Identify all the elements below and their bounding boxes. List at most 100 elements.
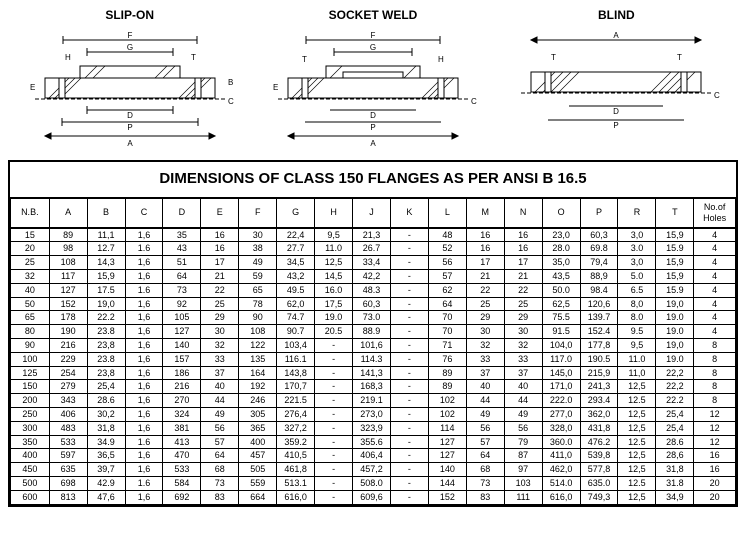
table-cell: 43,5 [542, 269, 580, 283]
table-cell: 355.6 [353, 435, 391, 449]
table-cell: 597 [49, 449, 87, 463]
svg-text:D: D [370, 111, 376, 120]
col-header: No.ofHoles [694, 199, 736, 228]
table-cell: 4 [694, 269, 736, 283]
table-cell: 219.1 [353, 394, 391, 408]
table-cell: 215,9 [580, 366, 618, 380]
table-cell: 34.9 [87, 435, 125, 449]
table-row: 209812.71.643163827.711.026.7-52161628.0… [11, 242, 736, 256]
table-cell: 56 [466, 421, 504, 435]
table-cell: 36,5 [87, 449, 125, 463]
table-cell: 21,3 [353, 228, 391, 242]
table-body: 158911,11,635163022,49,521,3-48161623,06… [11, 228, 736, 504]
col-header: K [390, 199, 428, 228]
table-cell: 12 [694, 421, 736, 435]
table-cell: 12,5 [618, 449, 656, 463]
table-cell: 25,4 [87, 380, 125, 394]
flange-table: N.B.ABCDEFGHJKLMNOPRTNo.ofHoles 158911,1… [10, 198, 736, 505]
table-cell: - [390, 380, 428, 394]
table-cell: 609,6 [353, 490, 391, 504]
svg-text:P: P [370, 123, 375, 132]
svg-text:H: H [438, 55, 444, 64]
table-cell: - [315, 490, 353, 504]
table-cell: 56 [428, 256, 466, 270]
table-cell: 75.5 [542, 311, 580, 325]
table-cell: 70 [428, 325, 466, 339]
table-cell: 400 [239, 435, 277, 449]
table-cell: 1.6 [125, 435, 163, 449]
table-cell: 52 [428, 242, 466, 256]
table-cell: 1,6 [125, 228, 163, 242]
table-cell: 16 [694, 463, 736, 477]
table-cell: 1,6 [125, 449, 163, 463]
table-cell: 4 [694, 256, 736, 270]
table-cell: - [390, 449, 428, 463]
table-cell: 177,8 [580, 338, 618, 352]
table-cell: 49 [504, 407, 542, 421]
svg-text:D: D [127, 111, 133, 120]
table-cell: - [390, 476, 428, 490]
table-cell: 25 [201, 297, 239, 311]
table-cell: 83 [201, 490, 239, 504]
table-cell: 692 [163, 490, 201, 504]
table-cell: 21 [201, 269, 239, 283]
table-cell: 1,6 [125, 421, 163, 435]
table-cell: 216 [49, 338, 87, 352]
table-cell: 102 [428, 394, 466, 408]
table-row: 3211715,91,664215943,214,542,2-57212143,… [11, 269, 736, 283]
table-cell: 250 [11, 407, 50, 421]
table-cell: 8 [694, 352, 736, 366]
table-cell: 19,0 [656, 297, 694, 311]
table-cell: 300 [11, 421, 50, 435]
table-cell: - [390, 394, 428, 408]
table-cell: 1,6 [125, 338, 163, 352]
table-cell: 35,0 [542, 256, 580, 270]
table-cell: 139.7 [580, 311, 618, 325]
table-cell: - [315, 338, 353, 352]
table-cell: 59 [239, 269, 277, 283]
table-cell: 15,9 [656, 228, 694, 242]
table-cell: 16 [466, 242, 504, 256]
table-cell: 40 [466, 380, 504, 394]
table-cell: 30 [239, 228, 277, 242]
table-cell: 98 [49, 242, 87, 256]
table-cell: 324 [163, 407, 201, 421]
table-cell: 42,2 [353, 269, 391, 283]
table-row: 6517822.21,6105299074.719.073.0-70292975… [11, 311, 736, 325]
table-cell: 71 [428, 338, 466, 352]
table-cell: 65 [11, 311, 50, 325]
table-cell: 1,6 [125, 380, 163, 394]
table-cell: 57 [466, 435, 504, 449]
col-header: F [239, 199, 277, 228]
table-cell: 23,0 [542, 228, 580, 242]
table-cell: 411,0 [542, 449, 580, 463]
table-cell: 17 [504, 256, 542, 270]
table-cell: 49.5 [277, 283, 315, 297]
table-cell: - [390, 297, 428, 311]
table-cell: - [390, 490, 428, 504]
table-cell: - [315, 421, 353, 435]
diagram-blind: BLIND A T T C D [495, 8, 738, 148]
table-cell: 16 [504, 228, 542, 242]
table-cell: 9,5 [315, 228, 353, 242]
table-row: 40059736,51,647064457410,5-406,4-1276487… [11, 449, 736, 463]
table-cell: 20 [694, 490, 736, 504]
table-cell: 12,5 [618, 463, 656, 477]
table-cell: 23,8 [87, 338, 125, 352]
table-cell: 64 [428, 297, 466, 311]
table-cell: 51 [163, 256, 201, 270]
table-cell: 21 [504, 269, 542, 283]
table-cell: 97 [504, 463, 542, 477]
table-cell: - [315, 435, 353, 449]
table-cell: 83 [466, 490, 504, 504]
svg-text:A: A [370, 139, 376, 148]
table-cell: 12 [694, 435, 736, 449]
table-cell: 40 [504, 380, 542, 394]
table-cell: 749,3 [580, 490, 618, 504]
table-cell: 1,6 [125, 407, 163, 421]
table-cell: - [390, 311, 428, 325]
table-cell: 22 [504, 283, 542, 297]
table-cell: 80 [11, 325, 50, 339]
table-cell: 33 [201, 352, 239, 366]
table-cell: 500 [11, 476, 50, 490]
